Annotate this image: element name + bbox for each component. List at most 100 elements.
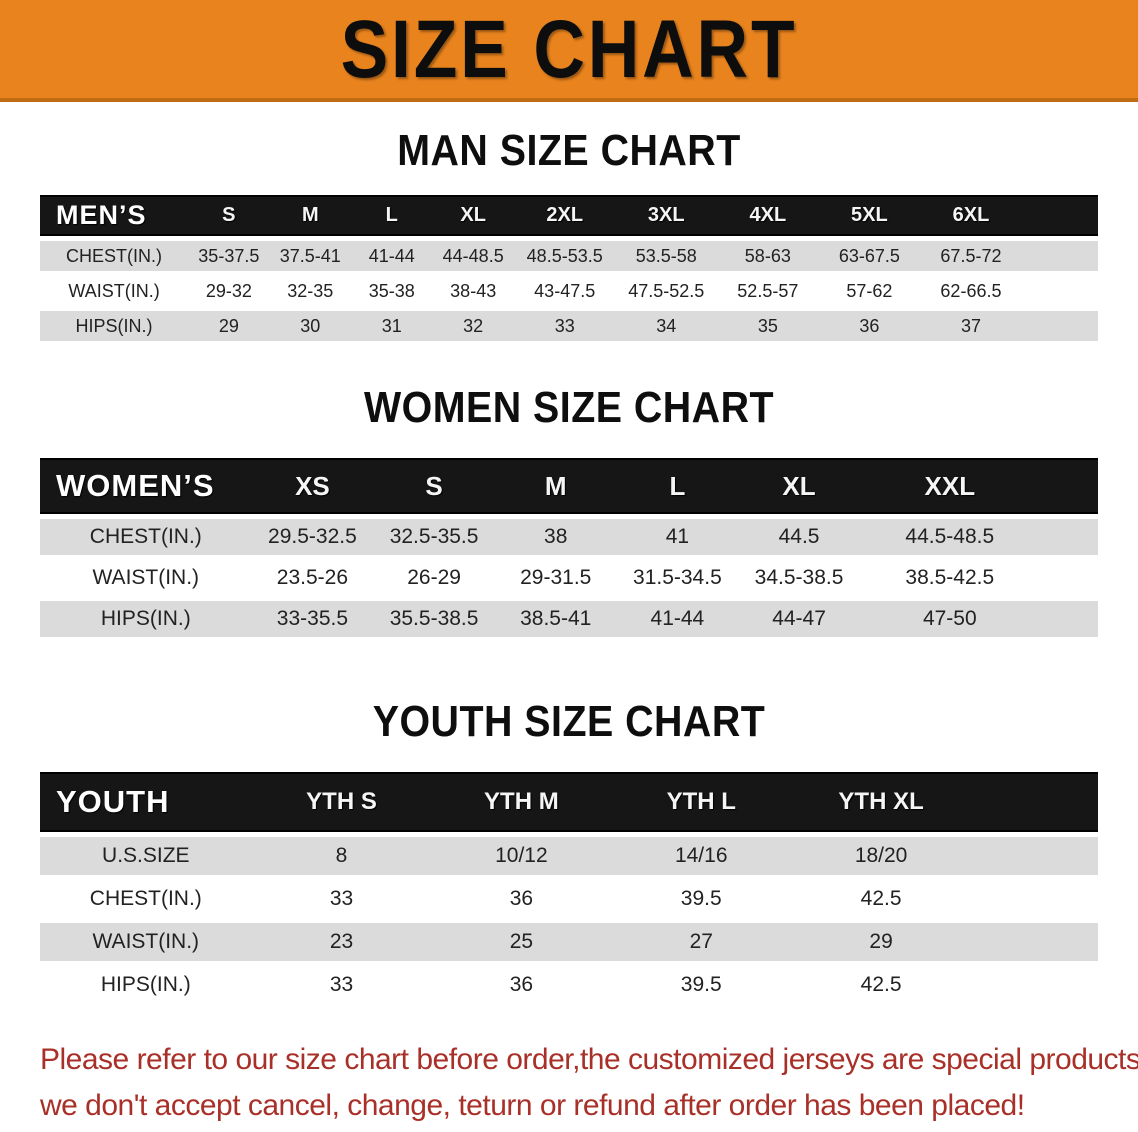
pad-cell	[971, 837, 1098, 875]
size-value-cell: 29-32	[188, 276, 270, 306]
size-value-cell: 37.5-41	[269, 241, 352, 271]
pad-cell	[1039, 560, 1098, 596]
size-column-header: XL	[432, 195, 514, 236]
size-value-cell: 44.5	[738, 519, 860, 555]
measurement-row: U.S.SIZE 8 10/12 14/16 18/20	[40, 837, 1098, 875]
size-value-cell: 39.5	[611, 966, 792, 1004]
size-column-header: YTH XL	[791, 772, 972, 832]
pad-cell	[971, 880, 1098, 918]
size-column-header: YTH S	[251, 772, 432, 832]
pad-cell	[971, 923, 1098, 961]
pad-cell	[1039, 519, 1098, 555]
measurement-row: CHEST(IN.) 33 36 39.5 42.5	[40, 880, 1098, 918]
size-column-header: 4XL	[717, 195, 819, 236]
size-value-cell: 18/20	[791, 837, 972, 875]
size-value-cell: 38.5-42.5	[859, 560, 1040, 596]
size-value-cell: 35-38	[351, 276, 433, 306]
size-value-cell: 38-43	[432, 276, 514, 306]
size-value-cell: 41-44	[616, 601, 739, 637]
size-value-cell: 31	[351, 311, 433, 341]
disclaimer: Please refer to our size chart before or…	[0, 1037, 1138, 1129]
size-column-header: YTH L	[611, 772, 792, 832]
size-value-cell: 34.5-38.5	[738, 560, 860, 596]
size-column-header: XXL	[859, 458, 1040, 514]
size-value-cell: 41-44	[351, 241, 433, 271]
size-value-cell: 31.5-34.5	[616, 560, 739, 596]
table-corner-label: MEN’S	[40, 195, 189, 236]
measurement-label: WAIST(IN.)	[40, 923, 252, 961]
size-value-cell: 27	[611, 923, 792, 961]
size-column-header: M	[269, 195, 352, 236]
pad-cell	[1021, 311, 1098, 341]
pad-cell	[1021, 276, 1098, 306]
measurement-row: HIPS(IN.) 33-35.5 35.5-38.5 38.5-41 41-44 44-…	[40, 601, 1098, 637]
size-column-header: 6XL	[920, 195, 1022, 236]
size-value-cell: 39.5	[611, 880, 792, 918]
measurement-row: HIPS(IN.) 29 30 31 32 33 34 35 36 37	[40, 311, 1098, 341]
banner-title: SIZE CHART	[340, 3, 798, 95]
size-value-cell: 44.5-48.5	[859, 519, 1040, 555]
size-value-cell: 63-67.5	[818, 241, 921, 271]
youth-table-container: YOUTH YTH S YTH M YTH L YTH XL U.S.SIZE 8 10/12…	[0, 767, 1138, 1009]
size-value-cell: 33	[513, 311, 616, 341]
size-value-cell: 35.5-38.5	[373, 601, 495, 637]
size-value-cell: 44-47	[738, 601, 860, 637]
size-value-cell: 42.5	[791, 966, 972, 1004]
size-value-cell: 25	[431, 923, 612, 961]
measurement-label: HIPS(IN.)	[40, 601, 252, 637]
size-value-cell: 38	[494, 519, 617, 555]
measurement-label: U.S.SIZE	[40, 837, 252, 875]
size-value-cell: 32	[432, 311, 514, 341]
table-corner-label: WOMEN’S	[40, 458, 252, 514]
size-column-header: S	[373, 458, 495, 514]
size-value-cell: 43-47.5	[513, 276, 616, 306]
size-value-cell: 34	[615, 311, 718, 341]
disclaimer-line-2: we don't accept cancel, change, teturn o…	[40, 1089, 1025, 1122]
size-value-cell: 32-35	[269, 276, 352, 306]
size-value-cell: 36	[431, 880, 612, 918]
size-value-cell: 67.5-72	[920, 241, 1022, 271]
size-value-cell: 52.5-57	[717, 276, 819, 306]
measurement-row: WAIST(IN.) 29-32 32-35 35-38 38-43 43-47.5 47.…	[40, 276, 1098, 306]
size-header-row: MEN’S S M L XL 2XL 3XL 4XL 5XL 6XL	[40, 195, 1098, 236]
measurement-row: CHEST(IN.) 29.5-32.5 32.5-35.5 38 41 44.5 44.5…	[40, 519, 1098, 555]
size-value-cell: 10/12	[431, 837, 612, 875]
youth-section: YOUTH SIZE CHART YOUTH YTH S YTH M YTH L YTH…	[0, 697, 1138, 1009]
size-value-cell: 30	[269, 311, 352, 341]
size-header-row: YOUTH YTH S YTH M YTH L YTH XL	[40, 772, 1098, 832]
size-value-cell: 37	[920, 311, 1022, 341]
size-value-cell: 35-37.5	[188, 241, 270, 271]
youth-size-table: YOUTH YTH S YTH M YTH L YTH XL U.S.SIZE 8 10/12…	[40, 767, 1098, 1009]
header-pad-cell	[1039, 458, 1098, 514]
size-column-header: L	[616, 458, 739, 514]
measurement-label: WAIST(IN.)	[40, 560, 252, 596]
measurement-row: HIPS(IN.) 33 36 39.5 42.5	[40, 966, 1098, 1004]
measurement-row: WAIST(IN.) 23.5-26 26-29 29-31.5 31.5-34.5 34…	[40, 560, 1098, 596]
table-corner-label: YOUTH	[40, 772, 252, 832]
size-header-row: WOMEN’S XS S M L XL XXL	[40, 458, 1098, 514]
header-pad-cell	[1021, 195, 1098, 236]
size-value-cell: 42.5	[791, 880, 972, 918]
size-value-cell: 29.5-32.5	[251, 519, 374, 555]
size-value-cell: 41	[616, 519, 739, 555]
size-value-cell: 33	[251, 966, 432, 1004]
size-value-cell: 62-66.5	[920, 276, 1022, 306]
disclaimer-line-1: Please refer to our size chart before or…	[40, 1043, 1138, 1076]
size-value-cell: 38.5-41	[494, 601, 617, 637]
size-column-header: L	[351, 195, 433, 236]
size-value-cell: 47.5-52.5	[615, 276, 718, 306]
measurement-label: HIPS(IN.)	[40, 311, 189, 341]
size-value-cell: 58-63	[717, 241, 819, 271]
men-section: MAN SIZE CHART MEN’S S M L XL 2XL 3XL 4XL 5XL 6XL…	[0, 125, 1138, 346]
size-column-header: 3XL	[615, 195, 718, 236]
size-value-cell: 47-50	[859, 601, 1040, 637]
size-value-cell: 33-35.5	[251, 601, 374, 637]
measurement-label: CHEST(IN.)	[40, 519, 252, 555]
women-section-title: WOMEN SIZE CHART	[363, 382, 775, 432]
men-section-title: MAN SIZE CHART	[397, 125, 741, 175]
size-value-cell: 14/16	[611, 837, 792, 875]
size-value-cell: 29	[791, 923, 972, 961]
size-column-header: 5XL	[818, 195, 921, 236]
size-value-cell: 33	[251, 880, 432, 918]
size-value-cell: 23.5-26	[251, 560, 374, 596]
